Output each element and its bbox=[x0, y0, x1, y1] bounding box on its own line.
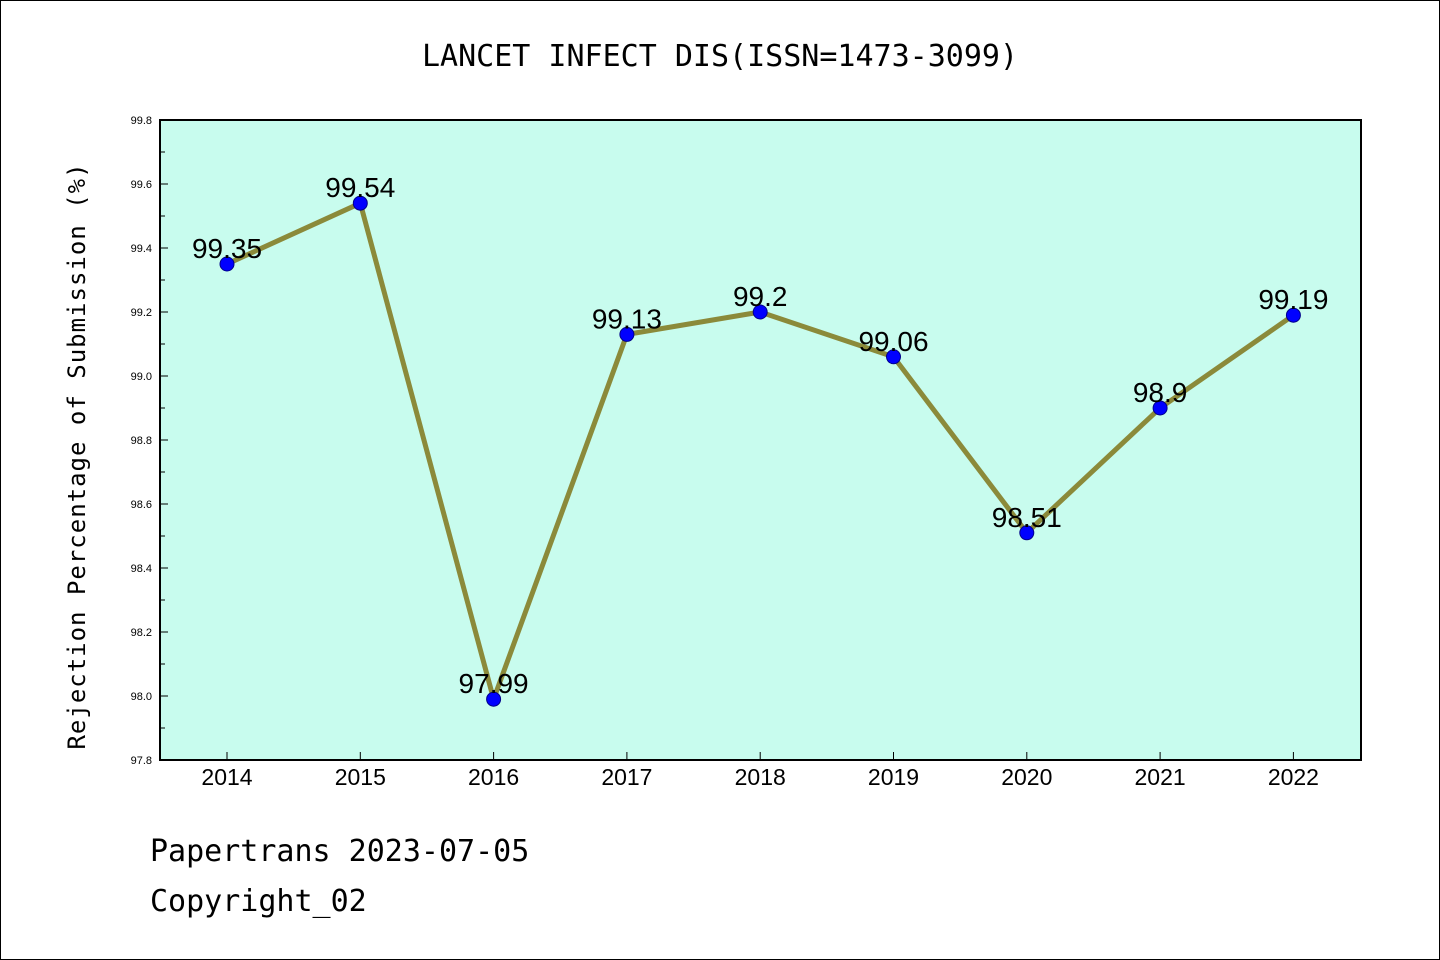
x-tick-label: 2018 bbox=[735, 764, 786, 790]
y-tick-label: 99.0 bbox=[131, 371, 152, 383]
y-tick-label: 98.0 bbox=[131, 691, 152, 703]
data-point bbox=[219, 256, 235, 272]
x-tick-label: 2014 bbox=[201, 764, 252, 790]
y-tick-label: 98.2 bbox=[131, 627, 152, 639]
data-point bbox=[352, 195, 368, 211]
y-tick-label: 99.2 bbox=[131, 307, 152, 319]
data-label: 99.2 bbox=[733, 281, 788, 312]
x-tick-label: 2017 bbox=[601, 764, 652, 790]
data-point bbox=[619, 326, 635, 342]
plot-area bbox=[159, 119, 1362, 761]
data-point bbox=[1019, 525, 1035, 541]
y-tick-label: 97.8 bbox=[131, 755, 152, 767]
data-label: 98.51 bbox=[992, 502, 1062, 533]
chart-title: LANCET INFECT DIS(ISSN=1473-3099) bbox=[422, 39, 1018, 74]
data-label: 99.35 bbox=[192, 233, 262, 264]
y-tick-label: 99.6 bbox=[131, 179, 152, 191]
data-point bbox=[1285, 307, 1301, 323]
y-axis-label: Rejection Percentage of Submission (%) bbox=[63, 162, 91, 749]
data-label: 99.19 bbox=[1258, 284, 1328, 315]
y-axis: 97.8 98.0 98.2 98.4 98.6 98.8 99.0 99.2 99.4 99.6… bbox=[131, 115, 168, 767]
x-axis: 2014 2015 2016 2017 2018 2019 2020 2021 2022 bbox=[201, 752, 1319, 790]
y-tick-label: 98.8 bbox=[131, 435, 152, 447]
data-label: 99.54 bbox=[325, 172, 395, 203]
data-point bbox=[486, 691, 502, 707]
footer-date: Papertrans 2023-07-05 bbox=[150, 834, 530, 869]
data-point bbox=[886, 349, 901, 365]
y-tick-label: 98.6 bbox=[131, 499, 152, 511]
y-tick-label: 99.8 bbox=[131, 115, 152, 127]
data-label: 98.9 bbox=[1133, 377, 1188, 408]
x-tick-label: 2019 bbox=[868, 764, 919, 790]
x-tick-label: 2016 bbox=[468, 764, 519, 790]
x-tick-label: 2022 bbox=[1268, 764, 1319, 790]
data-label: 99.13 bbox=[592, 303, 662, 334]
data-point bbox=[752, 304, 768, 320]
x-tick-label: 2020 bbox=[1001, 764, 1052, 790]
y-tick-label: 99.4 bbox=[131, 243, 152, 255]
data-labels: 99.35 99.54 97.99 99.13 99.2 99.06 98.51 98.9 99… bbox=[192, 172, 1328, 699]
y-tick-label: 98.4 bbox=[131, 563, 152, 575]
data-label: 97.99 bbox=[459, 668, 529, 699]
x-tick-label: 2015 bbox=[335, 764, 386, 790]
data-point bbox=[1152, 400, 1168, 416]
x-tick-label: 2021 bbox=[1135, 764, 1186, 790]
data-label: 99.06 bbox=[858, 326, 928, 357]
data-points bbox=[219, 195, 1301, 707]
footer-copyright: Copyright_02 bbox=[150, 884, 367, 919]
